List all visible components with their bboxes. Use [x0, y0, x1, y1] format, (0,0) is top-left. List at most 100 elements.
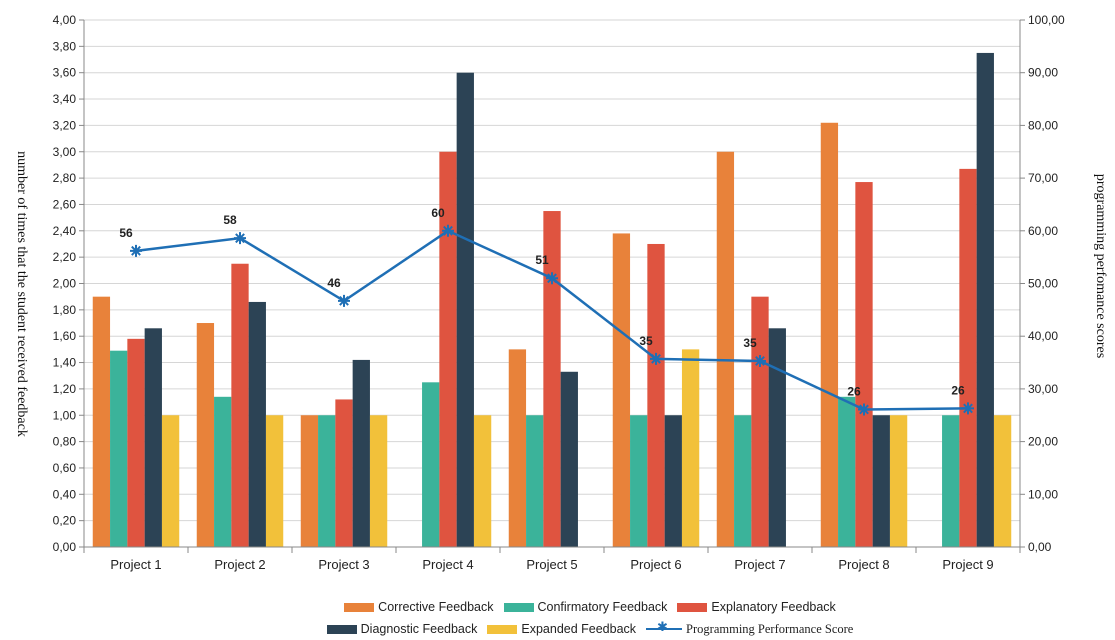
category-label: Project 9 — [942, 557, 993, 572]
score-data-label: 26 — [847, 384, 861, 398]
bar — [144, 328, 162, 547]
bar — [647, 243, 665, 547]
bar — [352, 359, 370, 547]
y-tick-label: 3,60 — [53, 66, 77, 80]
category-label: Project 6 — [630, 557, 681, 572]
bars — [92, 52, 1012, 548]
score-point — [650, 352, 662, 365]
y-tick-label: 0,20 — [53, 514, 77, 528]
score-data-label: 46 — [327, 276, 341, 290]
score-data-label: 51 — [535, 253, 549, 267]
y2-tick-label: 70,00 — [1028, 171, 1058, 185]
y-tick-label: 3,80 — [53, 39, 77, 53]
legend-swatch-corrective — [344, 602, 375, 612]
bar — [422, 382, 440, 547]
y2-tick-label: 10,00 — [1028, 487, 1058, 501]
y-tick-label: 2,00 — [53, 277, 77, 291]
bar — [612, 233, 631, 547]
y-tick-label: 4,00 — [53, 13, 77, 27]
bar — [751, 296, 769, 547]
y2-tick-label: 100,00 — [1028, 13, 1065, 27]
bar — [456, 72, 474, 547]
bar — [161, 415, 180, 547]
bar — [473, 415, 492, 547]
right-axis-title: programming perfomance scores — [1093, 174, 1108, 358]
bar — [681, 349, 700, 547]
legend-swatch-diagnostic — [326, 624, 357, 634]
legend-label-expanded: Expanded Feedback — [521, 622, 637, 636]
bar — [942, 415, 960, 547]
bar — [369, 415, 388, 547]
bar — [231, 263, 249, 547]
legend-row-1: Corrective Feedback Confirmatory Feedbac… — [270, 596, 910, 618]
bar — [196, 323, 215, 547]
category-label: Project 1 — [110, 557, 161, 572]
score-point — [962, 402, 974, 415]
legend-item-diagnostic: Diagnostic Feedback — [326, 622, 478, 636]
legend-label-confirmatory: Confirmatory Feedback — [537, 600, 668, 614]
score-point — [338, 294, 350, 307]
bar — [872, 415, 890, 547]
y-tick-label: 2,80 — [53, 171, 77, 185]
y-tick-label: 1,40 — [53, 356, 77, 370]
y-tick-label: 2,40 — [53, 224, 77, 238]
category-label: Project 4 — [422, 557, 473, 572]
score-point — [442, 224, 454, 237]
bar — [300, 415, 319, 547]
y-tick-label: 3,40 — [53, 92, 77, 106]
legend-label-diagnostic: Diagnostic Feedback — [360, 622, 478, 636]
bar — [820, 122, 839, 547]
score-point — [754, 354, 766, 367]
y-tick-label: 3,20 — [53, 118, 77, 132]
y-tick-label: 1,60 — [53, 329, 77, 343]
y2-tick-label: 0,00 — [1028, 540, 1052, 554]
bar — [889, 415, 908, 547]
score-point — [858, 403, 870, 416]
y2-tick-label: 40,00 — [1028, 329, 1058, 343]
category-label: Project 3 — [318, 557, 369, 572]
legend-label-performance: Programming Performance Score — [686, 621, 854, 636]
legend: Corrective Feedback Confirmatory Feedbac… — [270, 596, 910, 640]
bar — [214, 396, 232, 547]
y2-tick-label: 80,00 — [1028, 118, 1058, 132]
y-tick-label: 1,80 — [53, 303, 77, 317]
bar — [959, 168, 977, 547]
legend-item-explanatory: Explanatory Feedback — [677, 600, 836, 614]
score-data-label: 56 — [119, 226, 133, 240]
legend-swatch-confirmatory — [503, 602, 534, 612]
legend-label-corrective: Corrective Feedback — [378, 600, 494, 614]
score-data-label: 35 — [639, 334, 653, 348]
y-tick-label: 3,00 — [53, 145, 77, 159]
left-axis-title: number of times that the student receive… — [14, 151, 29, 437]
bar — [248, 301, 266, 547]
bar — [526, 415, 544, 547]
bar — [335, 399, 353, 547]
y2-tick-label: 50,00 — [1028, 277, 1058, 291]
legend-swatch-expanded — [487, 624, 518, 634]
bar — [318, 415, 336, 547]
category-label: Project 8 — [838, 557, 889, 572]
y-tick-label: 2,60 — [53, 197, 77, 211]
y-tick-label: 0,00 — [53, 540, 77, 554]
bar — [734, 415, 752, 547]
bar — [993, 415, 1012, 547]
bar — [768, 328, 786, 547]
score-point — [546, 272, 558, 285]
y-tick-label: 0,40 — [53, 487, 77, 501]
score-line: 56 58 46 60 51 35 35 26 26 — [119, 206, 974, 416]
y2-tick-label: 20,00 — [1028, 435, 1058, 449]
legend-item-expanded: Expanded Feedback — [487, 622, 636, 636]
left-axis-ticks: 0,00 0,20 0,40 0,60 0,80 1,00 1,20 1,40 1,60 1,80… — [53, 13, 84, 554]
bar — [664, 415, 682, 547]
y-tick-label: 2,20 — [53, 250, 77, 264]
score-data-label: 60 — [431, 206, 445, 220]
category-labels: Project 1 Project 2 Project 3 Project 4 Proj… — [110, 557, 993, 572]
y-tick-label: 1,00 — [53, 408, 77, 422]
bar — [127, 338, 145, 547]
score-data-label: 26 — [951, 383, 965, 397]
bar — [838, 396, 856, 547]
legend-label-explanatory: Explanatory Feedback — [711, 600, 836, 614]
legend-line-swatch-icon — [646, 619, 683, 635]
bar — [560, 371, 578, 547]
